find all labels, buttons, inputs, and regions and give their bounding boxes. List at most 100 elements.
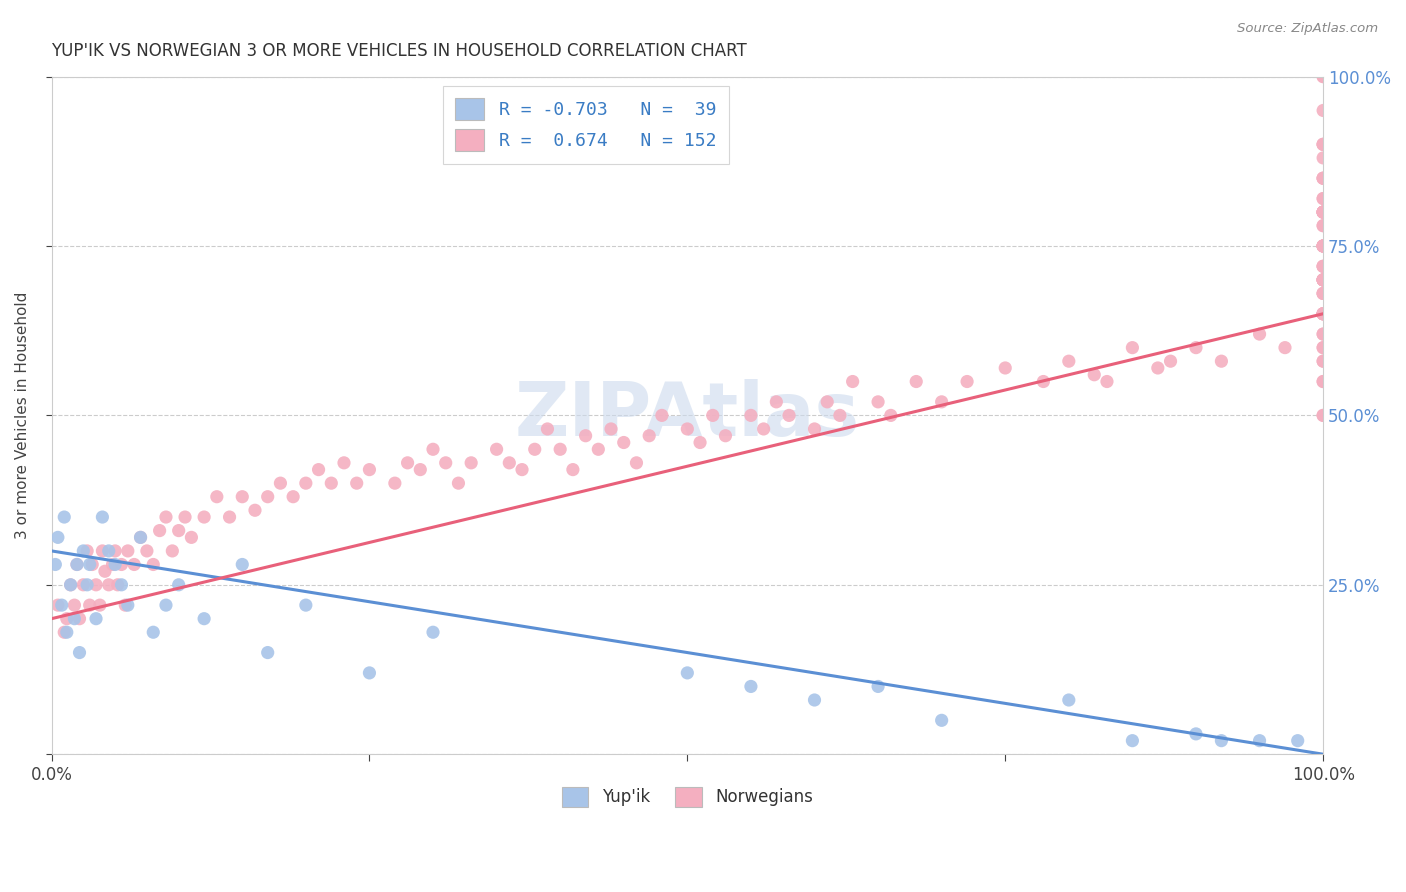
Point — [1312, 273, 1334, 287]
Point — [101, 558, 124, 572]
Point — [1249, 733, 1271, 747]
Point — [523, 442, 546, 457]
Point — [714, 428, 737, 442]
Point — [76, 544, 98, 558]
Point — [218, 510, 240, 524]
Point — [180, 530, 202, 544]
Point — [56, 612, 79, 626]
Point — [1312, 171, 1334, 186]
Text: ZIPAtlas: ZIPAtlas — [515, 379, 860, 452]
Point — [588, 442, 610, 457]
Point — [740, 409, 762, 423]
Point — [1312, 354, 1334, 368]
Point — [1312, 205, 1334, 219]
Point — [231, 558, 253, 572]
Point — [1312, 70, 1334, 84]
Point — [752, 422, 775, 436]
Point — [66, 558, 89, 572]
Point — [1286, 733, 1309, 747]
Point — [409, 462, 432, 476]
Point — [689, 435, 711, 450]
Point — [1057, 693, 1080, 707]
Point — [308, 462, 330, 476]
Point — [1312, 327, 1334, 342]
Point — [346, 476, 368, 491]
Point — [1312, 70, 1334, 84]
Point — [1185, 727, 1208, 741]
Point — [1185, 341, 1208, 355]
Point — [117, 544, 139, 558]
Point — [1057, 354, 1080, 368]
Point — [167, 524, 190, 538]
Point — [931, 714, 953, 728]
Point — [815, 395, 838, 409]
Point — [1312, 260, 1334, 274]
Point — [485, 442, 508, 457]
Point — [1312, 307, 1334, 321]
Point — [1312, 341, 1334, 355]
Point — [1312, 375, 1334, 389]
Point — [1312, 327, 1334, 342]
Point — [97, 578, 120, 592]
Point — [1312, 307, 1334, 321]
Point — [536, 422, 558, 436]
Point — [193, 510, 215, 524]
Point — [174, 510, 197, 524]
Point — [117, 598, 139, 612]
Point — [333, 456, 356, 470]
Point — [1312, 307, 1334, 321]
Point — [104, 558, 127, 572]
Point — [994, 361, 1017, 376]
Point — [97, 544, 120, 558]
Point — [256, 646, 278, 660]
Point — [1312, 273, 1334, 287]
Point — [1312, 239, 1334, 253]
Point — [110, 558, 132, 572]
Point — [803, 693, 825, 707]
Point — [256, 490, 278, 504]
Point — [1312, 307, 1334, 321]
Legend: Yup'ik, Norwegians: Yup'ik, Norwegians — [555, 780, 820, 814]
Point — [548, 442, 571, 457]
Point — [1312, 171, 1334, 186]
Point — [613, 435, 636, 450]
Point — [384, 476, 406, 491]
Point — [868, 395, 890, 409]
Point — [740, 680, 762, 694]
Point — [765, 395, 787, 409]
Point — [1312, 354, 1334, 368]
Point — [626, 456, 648, 470]
Point — [1083, 368, 1105, 382]
Point — [1249, 327, 1271, 342]
Point — [1312, 239, 1334, 253]
Point — [79, 598, 101, 612]
Point — [1312, 409, 1334, 423]
Point — [1312, 260, 1334, 274]
Point — [1032, 375, 1054, 389]
Point — [510, 462, 533, 476]
Point — [149, 524, 172, 538]
Point — [1312, 219, 1334, 233]
Point — [1211, 733, 1233, 747]
Y-axis label: 3 or more Vehicles in Household: 3 or more Vehicles in Household — [15, 292, 30, 539]
Point — [94, 564, 117, 578]
Point — [803, 422, 825, 436]
Point — [1312, 205, 1334, 219]
Point — [84, 612, 107, 626]
Point — [1146, 361, 1168, 376]
Point — [59, 578, 82, 592]
Point — [66, 558, 89, 572]
Point — [79, 558, 101, 572]
Point — [1312, 205, 1334, 219]
Point — [82, 558, 104, 572]
Point — [1312, 137, 1334, 152]
Point — [396, 456, 419, 470]
Point — [1312, 341, 1334, 355]
Point — [162, 544, 184, 558]
Point — [155, 598, 177, 612]
Point — [1312, 219, 1334, 233]
Point — [72, 544, 94, 558]
Point — [122, 558, 145, 572]
Point — [498, 456, 520, 470]
Point — [1312, 192, 1334, 206]
